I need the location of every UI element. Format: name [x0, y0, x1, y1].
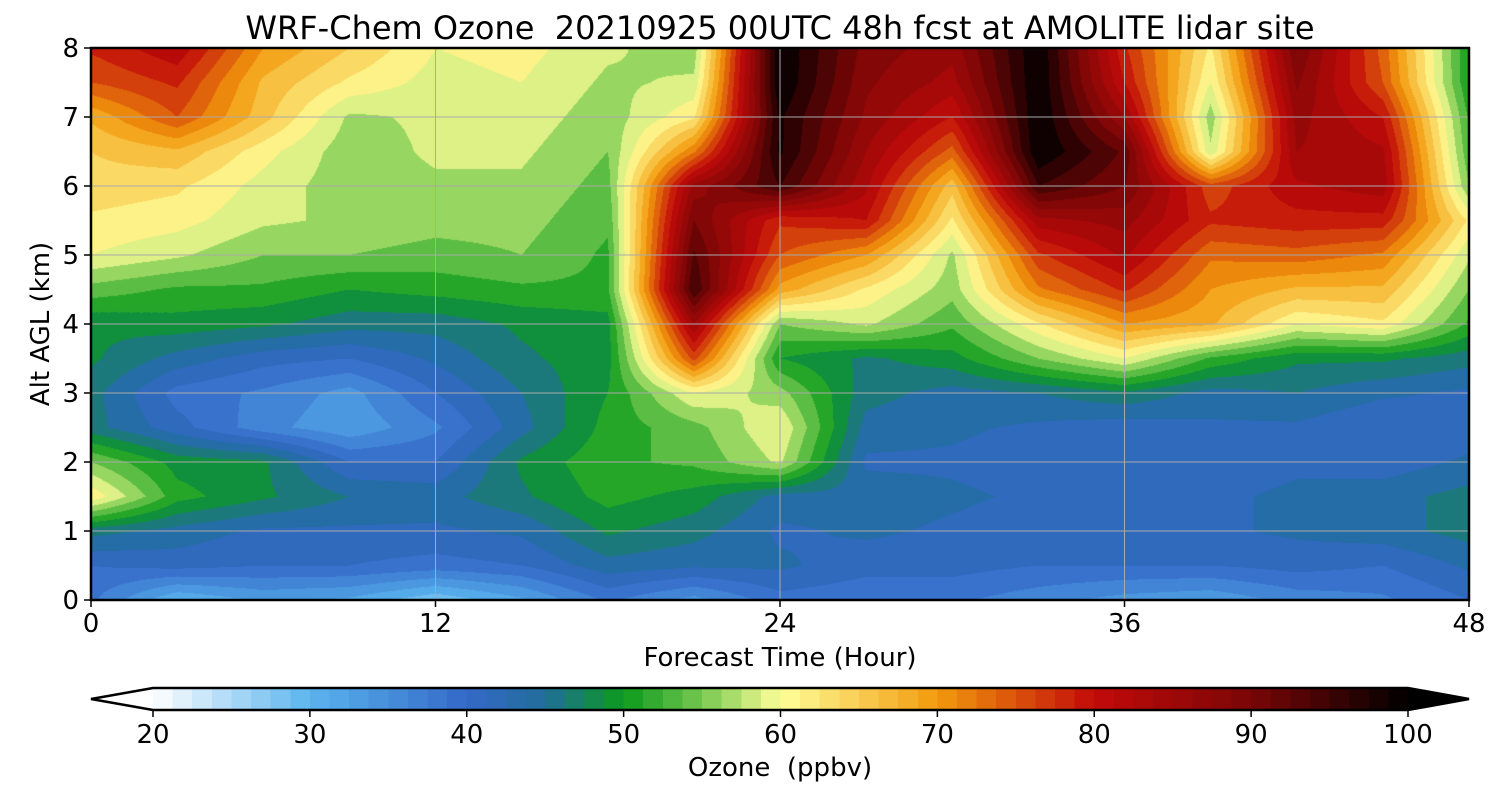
colorbar-ticks: 20 30 40 50 60 70 80 90 100 [136, 710, 1433, 750]
y-axis: 0 1 2 3 4 5 6 7 8 [62, 34, 91, 616]
colorbar-high-extend [1408, 688, 1469, 710]
grid-lines [91, 48, 1469, 600]
y-tick-label: 2 [62, 448, 79, 478]
x-tick-label: 48 [1452, 609, 1485, 639]
y-tick-label: 0 [62, 586, 79, 616]
y-tick-label: 7 [62, 103, 79, 133]
colorbar-tick-label: 30 [293, 720, 326, 750]
colorbar-tick-label: 20 [136, 720, 169, 750]
colorbar-tick-label: 80 [1078, 720, 1111, 750]
colorbar-tick-label: 60 [764, 720, 797, 750]
x-tick-label: 24 [763, 609, 796, 639]
colorbar-tick-label: 70 [921, 720, 954, 750]
colorbar-tick-label: 90 [1235, 720, 1268, 750]
colorbar-tick-label: 50 [607, 720, 640, 750]
colorbar-label: Ozone (ppbv) [688, 753, 872, 783]
colorbar-low-extend [91, 688, 153, 710]
colorbar-gradient [153, 688, 1408, 710]
colorbar: 20 30 40 50 60 70 80 90 100 [90, 686, 1470, 750]
y-tick-label: 1 [62, 517, 79, 547]
x-axis: 0 12 24 36 48 [83, 600, 1486, 639]
x-axis-label: Forecast Time (Hour) [643, 643, 916, 673]
chart-title: WRF-Chem Ozone 20210925 00UTC 48h fcst a… [245, 9, 1314, 47]
x-tick-label: 0 [83, 609, 100, 639]
colorbar-tick-label: 100 [1383, 720, 1433, 750]
x-tick-label: 36 [1108, 609, 1141, 639]
y-axis-label: Alt AGL (km) [26, 242, 56, 406]
y-tick-label: 4 [62, 310, 79, 340]
x-tick-label: 12 [419, 609, 452, 639]
colorbar-tick-label: 40 [450, 720, 483, 750]
y-tick-label: 5 [62, 241, 79, 271]
y-tick-label: 3 [62, 379, 79, 409]
y-tick-label: 8 [62, 34, 79, 64]
y-tick-label: 6 [62, 172, 79, 202]
